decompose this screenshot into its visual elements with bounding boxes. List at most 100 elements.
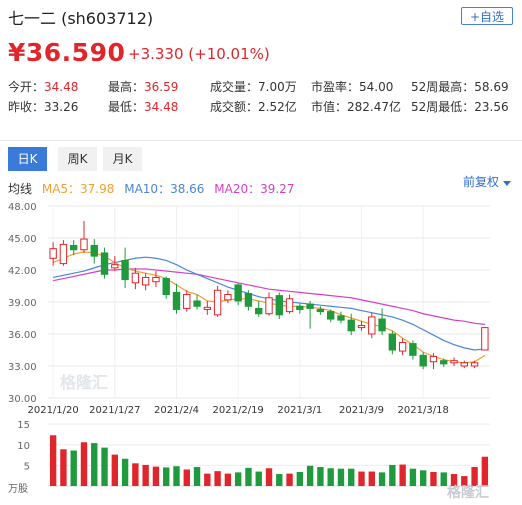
candle-body xyxy=(460,362,468,367)
candle-body xyxy=(306,303,314,309)
volume-bar xyxy=(91,443,98,486)
volume-bar xyxy=(101,447,108,486)
stat-label: 52周最高： xyxy=(411,80,475,94)
stock-title: 七一二 (sh603712) xyxy=(8,9,154,28)
tab-monthly-k[interactable]: 月K xyxy=(103,147,142,171)
stat-item: 最高：36.59 xyxy=(108,78,178,95)
candle-body xyxy=(337,315,345,321)
volume-bar xyxy=(286,473,293,486)
volume-bar xyxy=(60,449,67,486)
stat-value: 7.00万 xyxy=(258,80,297,94)
price-adjust-select[interactable]: 前复权 xyxy=(463,175,500,189)
candle-body xyxy=(49,248,57,259)
volume-bar xyxy=(183,469,190,486)
ma-legend: 均线 MA5：37.98 MA10：38.66 MA20：39.27 xyxy=(8,180,300,197)
candle-body xyxy=(100,252,109,275)
legend-ma10: MA10：38.66 xyxy=(124,182,205,196)
candle-body xyxy=(378,318,386,332)
x-tick-label: 2021/3/9 xyxy=(339,405,384,416)
candle-body xyxy=(224,294,232,301)
tab-daily-k[interactable]: 日K xyxy=(8,147,47,171)
candle-body xyxy=(255,307,263,315)
volume-bar xyxy=(142,464,149,486)
volume-bar xyxy=(471,467,478,486)
volume-bar xyxy=(121,458,129,486)
volume-bar xyxy=(368,471,375,486)
tab-weekly-k[interactable]: 周K xyxy=(58,147,97,171)
volume-unit-label: 万股 xyxy=(8,483,28,495)
volume-bar xyxy=(245,467,252,486)
current-price: ¥36.590 xyxy=(8,38,126,67)
candle-body xyxy=(244,292,253,307)
candle-body xyxy=(285,298,294,313)
x-tick-label: 2021/2/19 xyxy=(213,405,264,416)
stat-value: 33.26 xyxy=(44,100,79,114)
candle-body xyxy=(275,295,283,316)
volume-bar xyxy=(348,468,355,486)
candle-body xyxy=(265,297,273,315)
stat-item: 昨收：33.26 xyxy=(8,98,78,115)
candle-body xyxy=(141,276,150,286)
volume-bar xyxy=(409,468,417,486)
candle-body xyxy=(316,308,325,313)
y-tick-label: 39.00 xyxy=(8,298,37,309)
divider xyxy=(0,140,522,141)
stat-label: 市值： xyxy=(311,100,348,114)
candle-body xyxy=(203,306,212,310)
candle-body xyxy=(398,342,407,352)
x-tick-label: 2021/1/20 xyxy=(27,405,78,416)
volume-bar xyxy=(430,471,437,486)
volume-bar xyxy=(481,456,489,486)
volume-bar xyxy=(49,435,57,486)
volume-bar xyxy=(80,442,88,486)
y-tick-label: 30.00 xyxy=(8,394,37,405)
legend-ma5: MA5：37.98 xyxy=(41,182,115,196)
stat-item: 最低：34.48 xyxy=(108,98,178,115)
stat-label: 今开： xyxy=(8,80,45,94)
candle-body xyxy=(193,300,201,307)
candle-body xyxy=(131,272,140,284)
volume-bar xyxy=(111,454,119,486)
volume-bar xyxy=(296,471,304,486)
volume-bar xyxy=(440,472,447,486)
candle-body xyxy=(470,362,479,367)
volume-bar xyxy=(419,470,427,486)
y-tick-label: 42.00 xyxy=(8,266,37,277)
candle-body xyxy=(70,244,78,251)
x-tick-label: 2021/3/18 xyxy=(398,405,449,416)
volume-bar xyxy=(358,471,365,486)
stat-item: 市值：282.47亿 xyxy=(311,98,401,115)
stat-value: 36.59 xyxy=(144,80,179,94)
volume-bar xyxy=(265,468,273,486)
stat-value: 58.69 xyxy=(474,80,509,94)
volume-bar xyxy=(255,471,262,486)
candle-body xyxy=(111,264,119,269)
stat-label: 成交额： xyxy=(210,100,259,114)
stat-label: 昨收： xyxy=(8,100,45,114)
candle-body xyxy=(80,238,88,251)
candle-body xyxy=(419,354,427,367)
volume-bar xyxy=(276,474,283,486)
candle-body xyxy=(213,289,222,316)
candle-body xyxy=(450,360,458,364)
volume-bar xyxy=(163,467,170,486)
watermark-text: 格隆汇 xyxy=(60,373,108,392)
legend-avg-label: 均线 xyxy=(8,182,33,196)
stat-item: 52周最高：58.69 xyxy=(411,78,509,95)
stat-label: 最高： xyxy=(108,80,145,94)
candle-body xyxy=(368,316,376,335)
candle-body xyxy=(347,319,355,332)
volume-bar xyxy=(450,474,458,486)
chevron-down-icon[interactable] xyxy=(503,181,511,186)
volume-bar xyxy=(306,465,314,486)
candle-body xyxy=(152,276,160,283)
volume-bar xyxy=(204,473,211,486)
add-to-watchlist-button[interactable]: +自选 xyxy=(461,7,513,25)
price-change: +3.330 (+10.01%) xyxy=(128,45,270,63)
y-tick-label: 33.00 xyxy=(8,362,37,373)
volume-y-tick-label: 15 xyxy=(17,420,30,431)
candle-body xyxy=(429,355,438,363)
stat-value: 34.48 xyxy=(144,100,179,114)
candle-body xyxy=(90,244,98,257)
